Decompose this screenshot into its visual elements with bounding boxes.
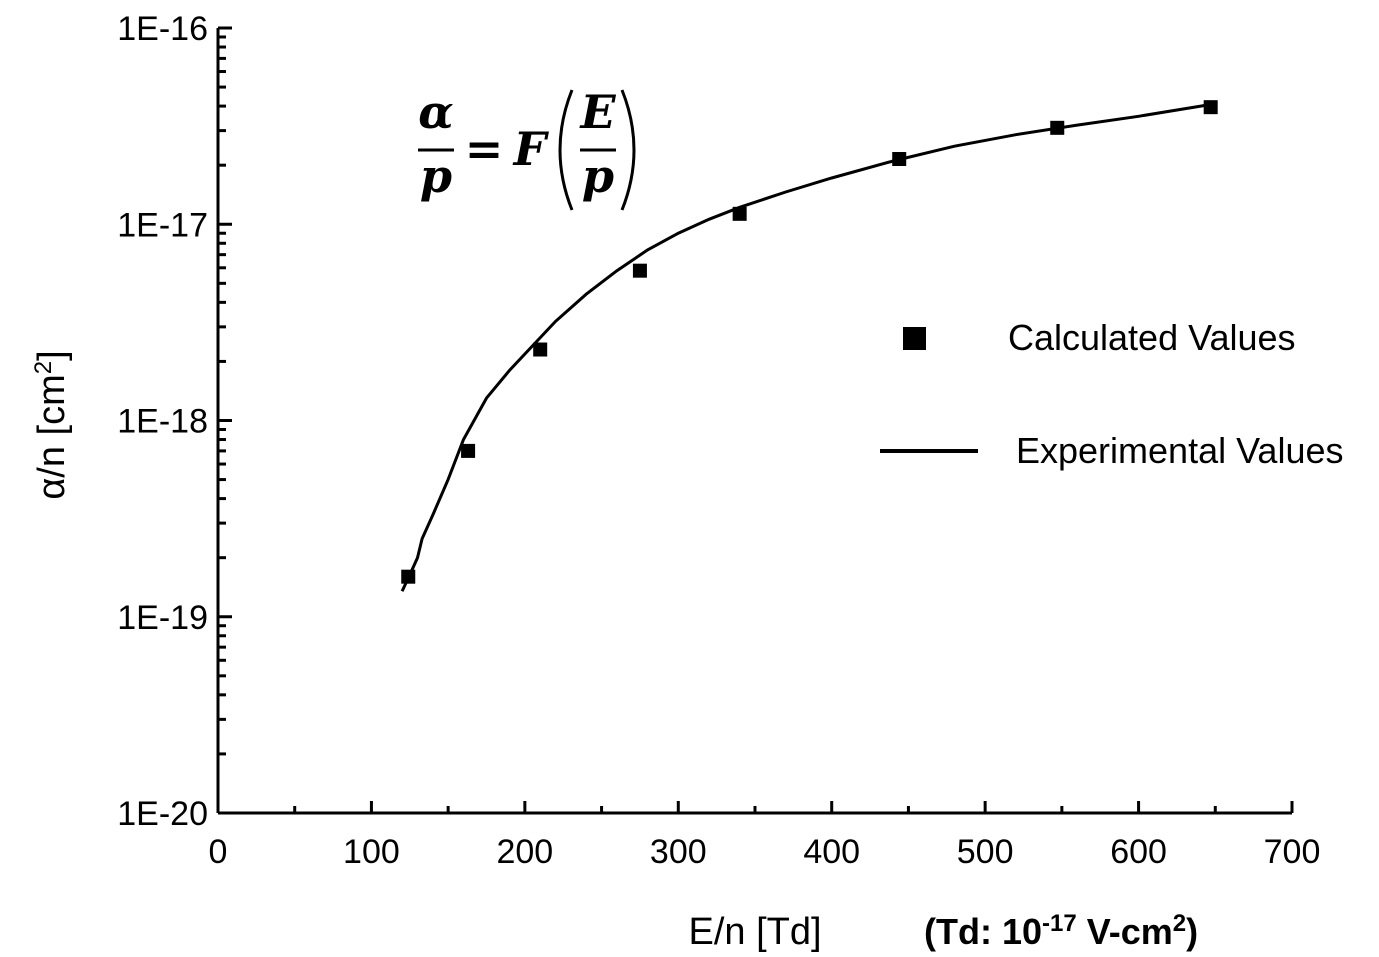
x-tick-label: 0 [209,833,228,871]
axes [216,28,1292,815]
x-tick-label: 700 [1264,833,1321,871]
unit-note-sup2: 2 [1173,910,1186,937]
x-tick-label: 100 [343,833,400,871]
y-tick-label: 1E-18 [117,403,208,441]
y-tick-label: 1E-17 [117,206,208,244]
data-point-calculated [533,342,548,357]
x-tick-label: 200 [496,833,553,871]
series-points-calculated-values [401,100,1218,584]
data-point-calculated [732,206,747,221]
data-point-calculated [1203,100,1218,115]
x-tick-label: 500 [957,833,1014,871]
formula-lhs-denominator: p [420,149,452,203]
unit-note-part2: V-cm [1077,911,1173,952]
formula-lhs-numerator: α [418,85,453,139]
series-line-experimental-values [400,103,1208,592]
legend-label-calculated-values: Calculated Values [1008,317,1296,358]
y-ticks [218,26,232,815]
data-point-calculated [461,443,476,458]
formula-left-paren [558,89,574,211]
legend-label-experimental-values: Experimental Values [1016,430,1344,471]
data-point-calculated [892,152,907,167]
x-axis-title: E/n [Td] [688,911,821,953]
unit-note-part3: ) [1186,911,1198,952]
legend: Calculated Values Experimental Values [880,317,1344,471]
data-point-calculated [401,569,416,584]
x-tick-label: 600 [1110,833,1167,871]
x-tick-labels: 0 100 200 300 400 500 600 700 [209,833,1321,871]
y-axis-title-sup: 2 [30,361,57,374]
formula-function: F [512,122,550,176]
legend-marker-calculated-values [903,327,926,350]
y-axis-title: α/n [cm2] [30,350,74,499]
data-point-calculated [632,263,647,278]
formula-rhs-numerator: E [578,85,616,139]
y-axis-title-main: α/n [cm [31,374,73,499]
x-ticks [216,801,1294,813]
y-axis-title-close: ] [31,350,73,361]
formula-equals: = [465,122,504,176]
y-tick-labels: 1E-20 1E-19 1E-18 1E-17 1E-16 [117,10,208,833]
y-tick-label: 1E-16 [117,10,208,48]
formula-right-paren [620,89,636,211]
formula-rhs-denominator: p [582,149,614,203]
formula-annotation: α p = F E p [418,85,636,211]
y-tick-label: 1E-19 [117,599,208,637]
data-point-calculated [1050,120,1065,135]
y-tick-label: 1E-20 [117,795,208,833]
unit-note-part1: (Td: 10 [924,911,1042,952]
x-tick-label: 300 [650,833,707,871]
unit-note-sup1: -17 [1042,910,1077,937]
unit-note: (Td: 10-17 V-cm2) [924,910,1198,953]
x-tick-label: 400 [803,833,860,871]
